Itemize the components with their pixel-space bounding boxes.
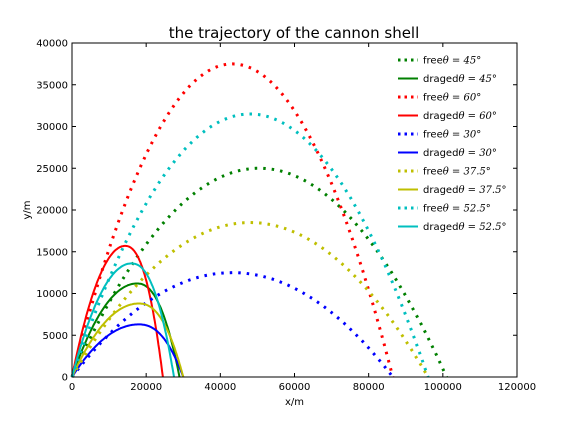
series-line-9 <box>71 262 175 378</box>
y-tick-label: 15000 <box>36 247 68 258</box>
series-line-1 <box>71 282 181 378</box>
legend-label-9: dragedθ = 52.5° <box>423 222 506 233</box>
y-tick-label: 40000 <box>36 39 68 50</box>
y-tick-label: 20000 <box>36 206 68 217</box>
legend-label-1: dragedθ = 45° <box>423 74 497 85</box>
y-tick-label: 5000 <box>43 331 68 342</box>
series-line-0 <box>70 166 448 378</box>
series-line-2 <box>70 62 395 378</box>
x-tick-label: 120000 <box>498 382 536 393</box>
x-tick-label: 0 <box>69 382 75 393</box>
axis-ticks: 0 20000 40000 60000 80000 100000 120000 0 5000 10… <box>36 39 536 394</box>
series-line-4 <box>70 271 394 378</box>
series-line-6 <box>70 220 430 378</box>
legend-label-2: freeθ = 60° <box>423 93 481 104</box>
series-line-7 <box>71 302 185 378</box>
legend-label-7: dragedθ = 37.5° <box>423 185 506 196</box>
legend-label-5: dragedθ = 30° <box>423 148 497 159</box>
x-tick-label: 80000 <box>353 382 385 393</box>
y-tick-label: 30000 <box>36 122 68 133</box>
chart-legend: freeθ = 45° dragedθ = 45° freeθ = 60° drage… <box>398 56 506 233</box>
x-tick-label: 20000 <box>130 382 162 393</box>
legend-label-6: freeθ = 37.5° <box>423 167 491 178</box>
series-line-8 <box>70 112 430 378</box>
legend-label-8: freeθ = 52.5° <box>423 204 491 215</box>
x-axis-label: x/m <box>285 397 304 408</box>
legend-label-3: dragedθ = 60° <box>423 111 497 122</box>
x-tick-label: 40000 <box>204 382 236 393</box>
y-tick-label: 25000 <box>36 164 68 175</box>
y-tick-label: 0 <box>62 373 68 384</box>
y-tick-label: 35000 <box>36 80 68 91</box>
chart-title: the trajectory of the cannon shell <box>169 24 420 42</box>
series-line-3 <box>71 244 164 378</box>
y-tick-label: 10000 <box>36 289 68 300</box>
trajectory-curves <box>70 62 448 378</box>
legend-label-0: freeθ = 45° <box>423 56 481 67</box>
legend-label-4: freeθ = 30° <box>423 130 481 141</box>
x-tick-label: 60000 <box>279 382 311 393</box>
x-tick-label: 100000 <box>424 382 462 393</box>
y-axis-label: y/m <box>22 200 33 219</box>
